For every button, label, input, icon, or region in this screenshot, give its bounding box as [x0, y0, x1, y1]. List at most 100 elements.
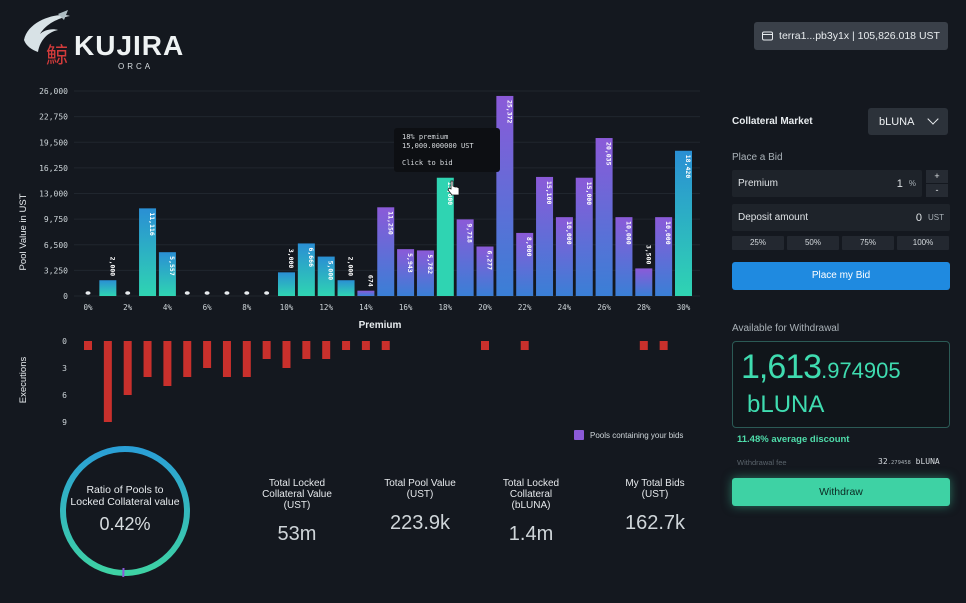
execution-bar [381, 341, 390, 350]
pool-bar [397, 249, 415, 296]
pct-25-button[interactable]: 25% [732, 236, 784, 250]
y-axis-label: Pool Value in UST [18, 193, 29, 270]
premium-stepper: + - [926, 170, 948, 197]
wallet-button[interactable]: terra1...pb3y1x | 105,826.018 UST [754, 22, 948, 50]
ratio-ring [60, 446, 190, 578]
bar-value-label: 11,116 [148, 212, 156, 236]
bar-value-label: 10,000 [565, 221, 573, 245]
x-tick-label: 10% [280, 303, 294, 312]
x-tick-label: 14% [359, 303, 373, 312]
pool-bar [575, 177, 593, 296]
execution-bar [282, 341, 291, 368]
x-tick-label: 16% [399, 303, 413, 312]
x-axis-label: Premium [359, 320, 402, 331]
bar-value-label: 18,420 [684, 155, 692, 179]
pool-bar [675, 150, 692, 296]
exec-y-axis-label: Executions [18, 357, 29, 404]
logo-subtext: ORCA [118, 62, 154, 71]
bar-value-label: 5,000 [327, 261, 335, 281]
pool-bar [317, 256, 335, 296]
stat-value: 1.4m [508, 523, 554, 545]
withdrawal-box: 1,613.974905 bLUNA [732, 341, 950, 428]
logo-text: KUJIRA [74, 30, 185, 61]
tooltip-premium: 18% premium [402, 133, 449, 141]
cursor-hand-icon [447, 180, 460, 196]
pool-bar [337, 280, 355, 296]
premium-decrement-button[interactable]: - [926, 184, 948, 197]
pct-100-button[interactable]: 100% [897, 236, 949, 250]
execution-bar [262, 341, 271, 359]
execution-bar [520, 341, 529, 350]
pool-bar [615, 217, 633, 296]
stat-value: 162.7k [624, 512, 686, 534]
pct-50-button[interactable]: 50% [787, 236, 839, 250]
withdrawal-fee-value: 32.279458 bLUNA [878, 457, 940, 466]
stat-label: Total Locked Collateral (bLUNA) [502, 478, 560, 511]
pool-bar [436, 177, 454, 296]
bar-value-label: 11,250 [386, 211, 394, 235]
bar-value-label: 5,782 [426, 254, 434, 274]
bar-value-label: 15,100 [545, 181, 553, 205]
withdraw-button[interactable]: Withdraw [732, 478, 950, 506]
pool-bar [655, 217, 673, 296]
x-tick-label: 8% [242, 303, 252, 312]
collateral-market-select[interactable]: bLUNA [868, 108, 948, 135]
deposit-value: 0 [915, 211, 922, 224]
legend-label: Pools containing your bids [590, 430, 684, 440]
place-bid-button[interactable]: Place my Bid [732, 262, 950, 290]
x-tick-label: 24% [558, 303, 572, 312]
bar-zero-marker [244, 291, 250, 295]
premium-unit: % [908, 179, 916, 188]
bar-zero-marker [224, 291, 230, 295]
execution-bar [342, 341, 351, 350]
pool-bar [139, 208, 157, 296]
pool-bar [456, 219, 474, 296]
x-tick-label: 18% [439, 303, 453, 312]
x-tick-label: 22% [518, 303, 532, 312]
bar-value-label: 2,000 [347, 257, 355, 277]
orca-whale-icon [24, 10, 70, 52]
pool-bar [357, 290, 375, 296]
pool-bar [555, 217, 573, 296]
pct-75-button[interactable]: 75% [842, 236, 894, 250]
y-tick-label: 22,750 [39, 113, 68, 122]
kujira-logo: 鯨 KUJIRA ORCA [18, 10, 183, 71]
bar-value-label: 5,943 [406, 253, 414, 273]
stat-label: Total Locked Collateral Value (UST) [262, 478, 332, 511]
pool-bar [496, 95, 514, 296]
y-tick-label: 9,750 [44, 215, 68, 224]
premium-increment-button[interactable]: + [926, 170, 948, 183]
pool-bar [297, 243, 315, 296]
pool-bar [476, 246, 494, 296]
pool-bar [416, 250, 434, 296]
execution-bar [481, 341, 489, 350]
exec-y-tick-label: 9 [62, 418, 67, 427]
x-tick-label: 4% [163, 303, 173, 312]
withdrawal-unit: bLUNA [747, 391, 825, 418]
ratio-summary: Ratio of Pools to Locked Collateral valu… [70, 484, 180, 535]
withdrawal-amount-dec: .974905 [821, 358, 901, 383]
stat-my-total-bids: My Total Bids (UST) 162.7k [612, 478, 698, 535]
stat-locked-collateral: Total Locked Collateral (bLUNA) 1.4m [490, 478, 572, 546]
bar-zero-marker [184, 291, 190, 295]
y-tick-label: 13,000 [39, 190, 68, 199]
pool-bar [595, 138, 613, 296]
deposit-amount-field[interactable]: Deposit amount 0 UST [732, 204, 950, 231]
bar-value-label: 2,000 [108, 257, 116, 277]
execution-bar [639, 341, 648, 350]
execution-bar [123, 341, 132, 395]
bar-value-label: 25,372 [505, 100, 513, 124]
premium-value: 1 [896, 177, 903, 190]
pool-bar [278, 272, 295, 296]
stat-value: 223.9k [389, 512, 451, 534]
pool-chart: 0 3,250 6,500 9,750 13,000 16,250 19,500 22,750… [18, 87, 700, 427]
collateral-market-label: Collateral Market [732, 116, 813, 127]
bar-value-label: 674 [366, 275, 374, 287]
execution-bar [183, 341, 192, 377]
pool-bar [377, 207, 395, 296]
x-tick-label: 28% [637, 303, 651, 312]
stat-value: 53m [277, 523, 317, 545]
execution-bar [222, 341, 231, 377]
premium-field[interactable]: Premium 1 % [732, 170, 922, 197]
withdrawal-amount-int: 1,613 [741, 348, 822, 386]
